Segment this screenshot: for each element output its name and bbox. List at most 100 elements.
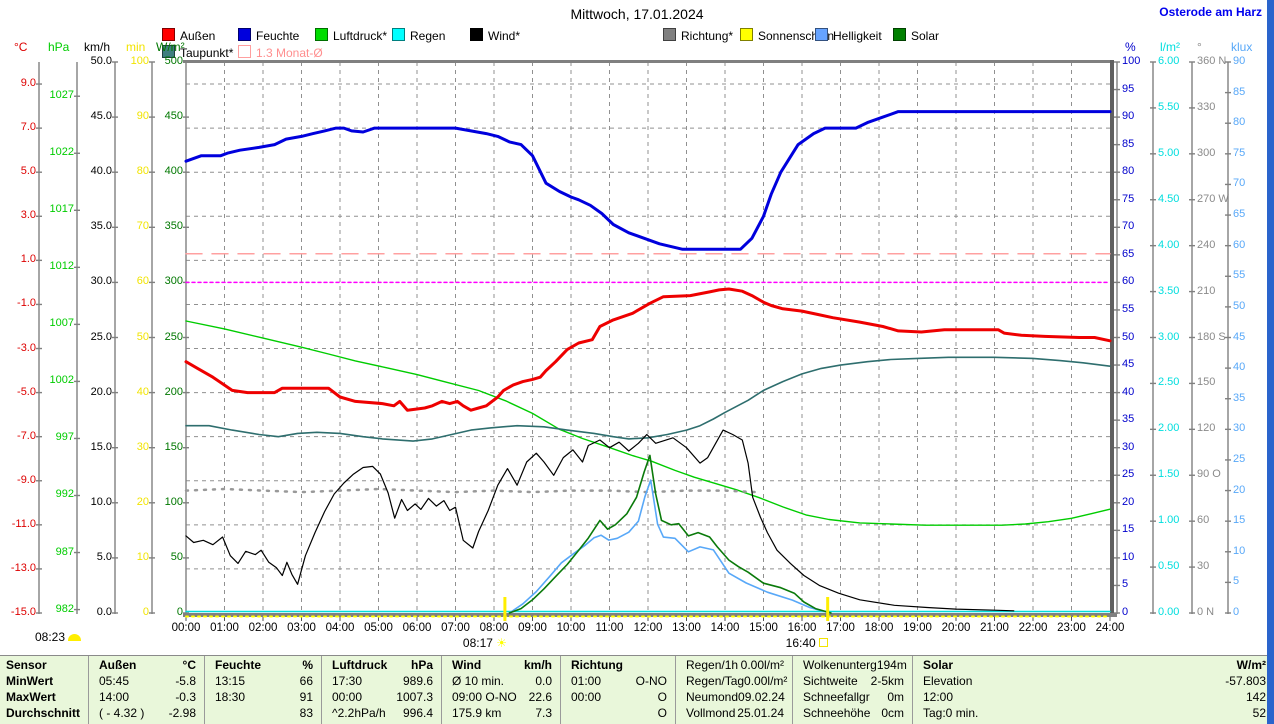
table-cell-label: 00:00 — [332, 690, 363, 704]
axis-unit-hpa: hPa — [48, 40, 70, 54]
tick-klux-60: 60 — [1233, 238, 1246, 251]
table-row: Sichtweite 2-5km — [793, 673, 912, 689]
table-cell-value: 91 — [299, 690, 313, 704]
tick-klux-90: 90 — [1233, 55, 1246, 67]
moonrise-time: 08:23 — [35, 630, 69, 644]
table-cell-label: ^2.2hPa/h — [332, 706, 386, 720]
tick-min-100: 100 — [130, 55, 149, 67]
table-cell-label: Durchschnitt — [6, 706, 81, 720]
tick-hpa-987: 987 — [55, 545, 74, 558]
legend-item-regen[interactable]: Regen — [392, 28, 445, 43]
table-row: Schneehöhe 0cm — [793, 705, 912, 721]
table-cell-label: Ø 10 min. — [452, 674, 505, 688]
tick-pct-20: 20 — [1122, 495, 1135, 508]
legend-item-au-en[interactable]: Außen — [162, 28, 215, 43]
series-luftdruck-line — [185, 320, 1111, 526]
tick-kmh-50: 50.0 — [90, 55, 112, 67]
tick-klux-35: 35 — [1233, 391, 1246, 404]
tick-lm2-5_5: 5.50 — [1158, 100, 1180, 113]
tick-min-60: 60 — [136, 275, 149, 288]
tick-kmh-10: 10.0 — [90, 495, 112, 508]
table-col-solar: Solar W/m² Elevation -57.803 12:00 142 Tag:0 m… — [912, 656, 1274, 724]
sunset-time: 16:40 — [785, 636, 820, 650]
table-row: Tag:0 min. 52 — [913, 705, 1274, 721]
tick-klux-25: 25 — [1233, 452, 1246, 465]
tick-wm2-300: 300 — [164, 275, 183, 288]
tick-pct-5: 5 — [1122, 578, 1129, 591]
plot-border-right — [1110, 60, 1114, 615]
tick-wm2-0: 0 — [176, 606, 183, 618]
tick-klux-5: 5 — [1233, 575, 1240, 588]
tick-min-0: 0 — [142, 606, 149, 618]
table-col-wolkenunterg: Wolkenunterg 194m Sichtweite 2-5km Schneefal… — [792, 656, 912, 724]
table-col-wind: Wind km/h Ø 10 min. 0.0 09:00 O-NO 22.6 175.9 … — [441, 656, 560, 724]
table-row: Außen °C — [89, 657, 204, 673]
legend-swatch-sonnenschein-icon — [740, 28, 753, 41]
tick-pct-85: 85 — [1122, 137, 1135, 150]
x-label-1900: 19:00 — [903, 622, 932, 634]
table-col-au-en: Außen °C 05:45 -5.8 14:00 -0.3 ( - 4.32 ) -2.98 — [88, 656, 204, 724]
series-richtung-line — [184, 487, 758, 494]
tick-c-9: 9.0 — [20, 77, 36, 90]
legend-item-solar[interactable]: Solar — [893, 28, 939, 43]
series-helligkeit-line — [508, 479, 831, 614]
legend-item-richtung[interactable]: Richtung* — [663, 28, 733, 43]
tick-lm2-3_5: 3.50 — [1158, 284, 1180, 297]
tick-wm2-200: 200 — [164, 385, 183, 398]
table-cell-label: 01:00 — [571, 674, 602, 688]
table-cell-label: Richtung — [571, 658, 623, 672]
table-row: 00:00 O — [561, 689, 675, 705]
tick-min-30: 30 — [136, 440, 149, 453]
x-label-1600: 16:00 — [787, 622, 817, 634]
axis-unit-deg: ° — [1197, 40, 1202, 54]
table-cell-value: 25.01.24 — [737, 706, 784, 720]
table-cell-label: Regen/Tag — [686, 674, 745, 688]
table-col-richtung: Richtung 01:00 O-NO 00:00 O O — [560, 656, 675, 724]
tick-klux-20: 20 — [1233, 483, 1246, 496]
tick-klux-85: 85 — [1233, 85, 1246, 98]
tick-pct-80: 80 — [1122, 165, 1135, 178]
table-cell-value: km/h — [523, 658, 552, 672]
tick-pct-75: 75 — [1122, 192, 1135, 205]
legend-swatch-feuchte-icon — [238, 28, 251, 41]
tick-klux-50: 50 — [1233, 299, 1246, 312]
x-label-0000: 00:00 — [171, 622, 201, 634]
table-cell-label: Sichtweite — [803, 674, 858, 688]
legend-item-1-3-monat[interactable]: 1.3 Monat-Ø — [238, 45, 323, 60]
legend-item-wind[interactable]: Wind* — [470, 28, 520, 43]
axis-unit-min: min — [126, 40, 146, 54]
table-cell-label: Neumond — [686, 690, 739, 704]
page-title: Mittwoch, 17.01.2024 — [570, 6, 704, 22]
x-label-0100: 01:00 — [210, 622, 239, 634]
legend-item-feuchte[interactable]: Feuchte — [238, 28, 300, 43]
tick-lm2-1: 1.00 — [1158, 514, 1180, 527]
summary-table: Sensor MinWert MaxWert Durchschnitt Außen °C 0… — [0, 655, 1274, 724]
table-col-sensor: Sensor MinWert MaxWert Durchschnitt — [0, 656, 88, 724]
legend-swatch-richtung-icon — [663, 28, 676, 41]
legend-label: Feuchte — [256, 29, 300, 43]
legend-item-helligkeit[interactable]: Helligkeit — [815, 28, 882, 43]
x-label-1100: 11:00 — [595, 622, 624, 634]
legend-item-taupunkt[interactable]: Taupunkt* — [162, 45, 233, 60]
table-cell-value: 66 — [299, 674, 313, 688]
tick-min-70: 70 — [136, 220, 149, 233]
table-row: 12:00 142 — [913, 689, 1274, 705]
legend-swatch-luftdruck-icon — [315, 28, 328, 41]
legend-item-luftdruck[interactable]: Luftdruck* — [315, 28, 387, 43]
tick-deg-360: 360 N — [1197, 55, 1227, 67]
x-label-0800: 08:00 — [479, 622, 509, 634]
tick-pct-45: 45 — [1122, 358, 1135, 371]
x-label-1400: 14:00 — [710, 622, 740, 634]
table-cell-label: 13:15 — [215, 674, 246, 688]
station-name[interactable]: Osterode am Harz — [1159, 5, 1262, 19]
tick-hpa-1017: 1017 — [49, 203, 74, 216]
x-label-2200: 22:00 — [1018, 622, 1048, 634]
tick-pct-25: 25 — [1122, 468, 1135, 481]
table-col-regen-1h: Regen/1h 0.00l/m² Regen/Tag 0.00l/m² Neumond… — [675, 656, 792, 724]
table-row: 13:15 66 — [205, 673, 321, 689]
legend-swatch-wind-icon — [470, 28, 483, 41]
x-label-0900: 09:00 — [518, 622, 547, 634]
legend-swatch-au-en-icon — [162, 28, 175, 41]
tick-klux-30: 30 — [1233, 422, 1246, 435]
